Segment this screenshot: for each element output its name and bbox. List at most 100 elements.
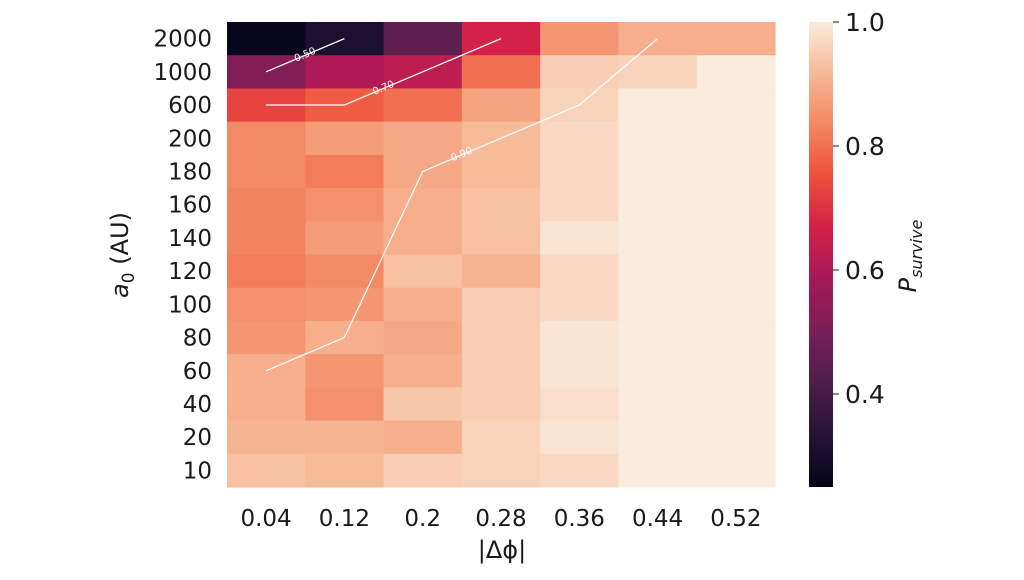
heatmap-cell bbox=[618, 221, 698, 256]
heatmap-cell bbox=[305, 154, 385, 189]
x-tick-label: 0.04 bbox=[240, 506, 291, 532]
heatmap-cell bbox=[383, 22, 463, 56]
heatmap-cell bbox=[227, 287, 306, 322]
heatmap-cell bbox=[461, 221, 541, 256]
heatmap-cell bbox=[305, 287, 385, 322]
x-axis-label: |Δϕ| bbox=[478, 536, 526, 564]
heatmap-cell bbox=[227, 121, 306, 156]
colorbar-label: Psurvive bbox=[894, 219, 926, 292]
heatmap-cells bbox=[227, 22, 776, 488]
y-tick-label: 160 bbox=[168, 193, 212, 219]
y-tick-label: 80 bbox=[183, 326, 212, 352]
heatmap-cell bbox=[540, 254, 620, 289]
heatmap-cell bbox=[696, 221, 776, 256]
heatmap-cell bbox=[227, 320, 306, 355]
heatmap-cell bbox=[696, 320, 776, 355]
heatmap-cell bbox=[227, 188, 306, 222]
colorbar-tick-label: 0.4 bbox=[845, 380, 885, 409]
heatmap-cell bbox=[461, 188, 541, 222]
heatmap-cell bbox=[618, 354, 698, 388]
y-tick-label: 10 bbox=[183, 458, 212, 484]
y-tick-label: 180 bbox=[168, 160, 212, 186]
heatmap-cell bbox=[696, 121, 776, 156]
y-tick-label: 100 bbox=[168, 292, 212, 318]
heatmap-cell bbox=[305, 254, 385, 289]
heatmap-cell bbox=[383, 254, 463, 289]
heatmap-cell bbox=[540, 453, 620, 488]
heatmap-cell bbox=[696, 55, 776, 90]
heatmap-cell bbox=[540, 55, 620, 90]
heatmap-cell bbox=[540, 420, 620, 455]
heatmap-cell bbox=[383, 420, 463, 455]
y-axis-label: a0 (AU) bbox=[106, 212, 139, 298]
heatmap-cell bbox=[696, 287, 776, 322]
colorbar: 0.4 0.6 0.8 1.0 Psurvive bbox=[809, 8, 926, 487]
heatmap-cell bbox=[305, 188, 385, 222]
heatmap-cell bbox=[618, 420, 698, 455]
heatmap-cell bbox=[227, 453, 306, 488]
heatmap-cell bbox=[618, 154, 698, 189]
y-tick-label: 20 bbox=[183, 425, 212, 451]
heatmap-cell bbox=[227, 254, 306, 289]
heatmap-cell bbox=[383, 188, 463, 222]
colorbar-gradient bbox=[809, 22, 833, 487]
heatmap-cell bbox=[383, 88, 463, 123]
heatmap-cell bbox=[540, 22, 620, 56]
heatmap-cell bbox=[383, 387, 463, 422]
x-tick-label: 0.52 bbox=[710, 506, 761, 532]
x-tick-label: 0.12 bbox=[319, 506, 370, 532]
heatmap-cell bbox=[461, 88, 541, 123]
heatmap-cell bbox=[305, 55, 385, 90]
heatmap-cell bbox=[383, 221, 463, 256]
heatmap-cell bbox=[461, 420, 541, 455]
heatmap-cell bbox=[227, 387, 306, 422]
heatmap-cell bbox=[305, 354, 385, 388]
colorbar-tick-label: 0.8 bbox=[845, 132, 885, 161]
contour-line bbox=[266, 38, 502, 106]
y-tick-labels: 2000 1000 600 200 180 160 140 120 100 80 60 40 20 10 bbox=[153, 27, 212, 485]
y-tick-label: 600 bbox=[168, 93, 212, 119]
heatmap-cell bbox=[696, 188, 776, 222]
heatmap-cell bbox=[305, 221, 385, 256]
heatmap-cell bbox=[461, 387, 541, 422]
heatmap-cell bbox=[305, 121, 385, 156]
heatmap-cell bbox=[618, 188, 698, 222]
heatmap-cell bbox=[540, 354, 620, 388]
heatmap-cell bbox=[540, 121, 620, 156]
y-tick-label: 120 bbox=[168, 259, 212, 285]
heatmap-cell bbox=[540, 221, 620, 256]
colorbar-tick-label: 1.0 bbox=[845, 8, 885, 37]
heatmap-cell bbox=[227, 420, 306, 455]
heatmap-cell bbox=[461, 320, 541, 355]
heatmap-cell bbox=[383, 320, 463, 355]
heatmap-cell bbox=[383, 287, 463, 322]
heatmap-cell bbox=[227, 154, 306, 189]
x-tick-label: 0.28 bbox=[475, 506, 526, 532]
contour-line bbox=[265, 38, 659, 372]
heatmap-cell bbox=[461, 287, 541, 322]
contour-line bbox=[265, 38, 345, 73]
heatmap-cell bbox=[696, 354, 776, 388]
heatmap-cell bbox=[461, 254, 541, 289]
heatmap-cell bbox=[305, 387, 385, 422]
heatmap-cell bbox=[227, 221, 306, 256]
y-tick-label: 60 bbox=[183, 359, 212, 385]
heatmap-cell bbox=[696, 387, 776, 422]
heatmap-cell bbox=[618, 320, 698, 355]
heatmap-cell bbox=[618, 22, 698, 56]
heatmap-cell bbox=[618, 287, 698, 322]
heatmap-cell bbox=[540, 320, 620, 355]
heatmap-cell bbox=[696, 254, 776, 289]
heatmap-cell bbox=[540, 154, 620, 189]
heatmap-cell bbox=[696, 420, 776, 455]
heatmap-cell bbox=[461, 154, 541, 189]
heatmap-cell bbox=[696, 88, 776, 123]
y-tick-label: 2000 bbox=[153, 27, 212, 53]
heatmap-cell bbox=[461, 453, 541, 488]
heatmap-cell bbox=[618, 387, 698, 422]
y-tick-label: 200 bbox=[168, 126, 212, 152]
y-tick-label: 1000 bbox=[153, 60, 212, 86]
x-tick-label: 0.2 bbox=[404, 506, 441, 532]
heatmap-cell bbox=[618, 88, 698, 123]
